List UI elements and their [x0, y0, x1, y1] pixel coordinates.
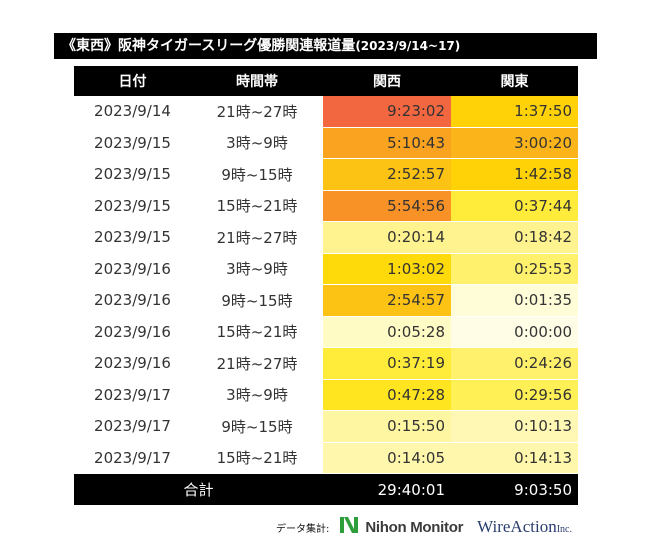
table-row: 2023/9/16 3時~9時 1:03:02 0:25:53 — [74, 253, 578, 285]
cell-kansai: 9:23:02 — [323, 96, 451, 128]
cell-date: 2023/9/16 — [74, 316, 191, 348]
cell-kanto: 0:18:42 — [451, 221, 578, 254]
cell-kansai: 5:54:56 — [323, 190, 451, 222]
cell-date: 2023/9/15 — [74, 158, 191, 191]
table-row: 2023/9/17 15時~21時 0:14:05 0:14:13 — [74, 442, 578, 474]
total-kansai: 29:40:01 — [323, 473, 451, 505]
cell-date: 2023/9/17 — [74, 379, 191, 411]
cell-date: 2023/9/16 — [74, 347, 191, 380]
cell-date: 2023/9/14 — [74, 96, 191, 128]
cell-date: 2023/9/17 — [74, 442, 191, 474]
header-row: 日付 時間帯 関西 関東 — [74, 66, 578, 96]
cell-kansai: 0:15:50 — [323, 410, 451, 443]
cell-date: 2023/9/16 — [74, 253, 191, 285]
table-row: 2023/9/17 9時~15時 0:15:50 0:10:13 — [74, 410, 578, 443]
cell-kanto: 0:00:00 — [451, 316, 578, 348]
cell-kansai: 0:05:28 — [323, 316, 451, 348]
cell-kanto: 0:10:13 — [451, 410, 578, 443]
table-row: 2023/9/16 15時~21時 0:05:28 0:00:00 — [74, 316, 578, 348]
credit-brand-nihon-monitor: Nihon Monitor — [365, 518, 464, 536]
cell-time-slot: 3時~9時 — [191, 379, 323, 411]
cell-kansai: 5:10:43 — [323, 127, 451, 159]
cell-time-slot: 21時~27時 — [191, 221, 323, 254]
table-title-bar: 《東西》阪神タイガースリーグ優勝関連報道量(2023/9/14~17) — [54, 33, 597, 59]
cell-kanto: 0:29:56 — [451, 379, 578, 411]
credit-brand-wireaction-name: WireAction — [477, 517, 557, 536]
cell-kansai: 0:20:14 — [323, 221, 451, 254]
table-row: 2023/9/14 21時~27時 9:23:02 1:37:50 — [74, 96, 578, 128]
cell-kansai: 0:14:05 — [323, 442, 451, 474]
table-row: 2023/9/16 9時~15時 2:54:57 0:01:35 — [74, 284, 578, 317]
header-kanto: 関東 — [451, 66, 578, 96]
cell-time-slot: 15時~21時 — [191, 316, 323, 348]
header-date: 日付 — [74, 66, 191, 96]
table-row: 2023/9/15 15時~21時 5:54:56 0:37:44 — [74, 190, 578, 222]
credit-brand-wireaction: WireActionInc. — [477, 517, 572, 537]
table-row: 2023/9/16 21時~27時 0:37:19 0:24:26 — [74, 347, 578, 380]
table-body: 2023/9/14 21時~27時 9:23:02 1:37:50 2023/9/15 3… — [74, 96, 578, 474]
cell-date: 2023/9/16 — [74, 284, 191, 317]
table-row: 2023/9/15 9時~15時 2:52:57 1:42:58 — [74, 158, 578, 191]
cell-date: 2023/9/15 — [74, 127, 191, 159]
cell-time-slot: 3時~9時 — [191, 253, 323, 285]
table-row: 2023/9/15 21時~27時 0:20:14 0:18:42 — [74, 221, 578, 254]
cell-kanto: 0:37:44 — [451, 190, 578, 222]
cell-time-slot: 9時~15時 — [191, 410, 323, 443]
cell-kanto: 0:01:35 — [451, 284, 578, 317]
broadcast-volume-table: 日付 時間帯 関西 関東 2023/9/14 21時~27時 9:23:02 1:37… — [74, 66, 578, 505]
table-row: 2023/9/17 3時~9時 0:47:28 0:29:56 — [74, 379, 578, 411]
cell-kansai: 2:52:57 — [323, 158, 451, 191]
cell-time-slot: 3時~9時 — [191, 127, 323, 159]
total-row: 合計 29:40:01 9:03:50 — [74, 473, 578, 505]
total-label: 合計 — [74, 473, 323, 505]
cell-kansai: 0:37:19 — [323, 347, 451, 380]
cell-time-slot: 15時~21時 — [191, 190, 323, 222]
cell-date: 2023/9/15 — [74, 190, 191, 222]
cell-kanto: 1:42:58 — [451, 158, 578, 191]
cell-kanto: 0:24:26 — [451, 347, 578, 380]
cell-kanto: 3:00:20 — [451, 127, 578, 159]
credit-brand-wireaction-suffix: Inc. — [556, 524, 572, 535]
cell-time-slot: 9時~15時 — [191, 284, 323, 317]
cell-time-slot: 21時~27時 — [191, 347, 323, 380]
table-row: 2023/9/15 3時~9時 5:10:43 3:00:20 — [74, 127, 578, 159]
nihon-monitor-logo-icon — [339, 515, 361, 539]
cell-time-slot: 9時~15時 — [191, 158, 323, 191]
header-kansai: 関西 — [323, 66, 451, 96]
cell-time-slot: 15時~21時 — [191, 442, 323, 474]
cell-kansai: 2:54:57 — [323, 284, 451, 317]
cell-time-slot: 21時~27時 — [191, 96, 323, 128]
cell-kanto: 1:37:50 — [451, 96, 578, 128]
cell-date: 2023/9/17 — [74, 410, 191, 443]
cell-kansai: 1:03:02 — [323, 253, 451, 285]
data-credit: データ集計: Nihon Monitor WireActionInc. — [276, 513, 596, 541]
table-title: 《東西》阪神タイガースリーグ優勝関連報道量 — [62, 38, 356, 54]
table-subtitle: (2023/9/14~17) — [355, 39, 461, 53]
total-kanto: 9:03:50 — [451, 473, 578, 505]
cell-kansai: 0:47:28 — [323, 379, 451, 411]
header-time-slot: 時間帯 — [191, 66, 323, 96]
cell-kanto: 0:25:53 — [451, 253, 578, 285]
cell-kanto: 0:14:13 — [451, 442, 578, 474]
credit-label: データ集計: — [276, 523, 330, 535]
cell-date: 2023/9/15 — [74, 221, 191, 254]
